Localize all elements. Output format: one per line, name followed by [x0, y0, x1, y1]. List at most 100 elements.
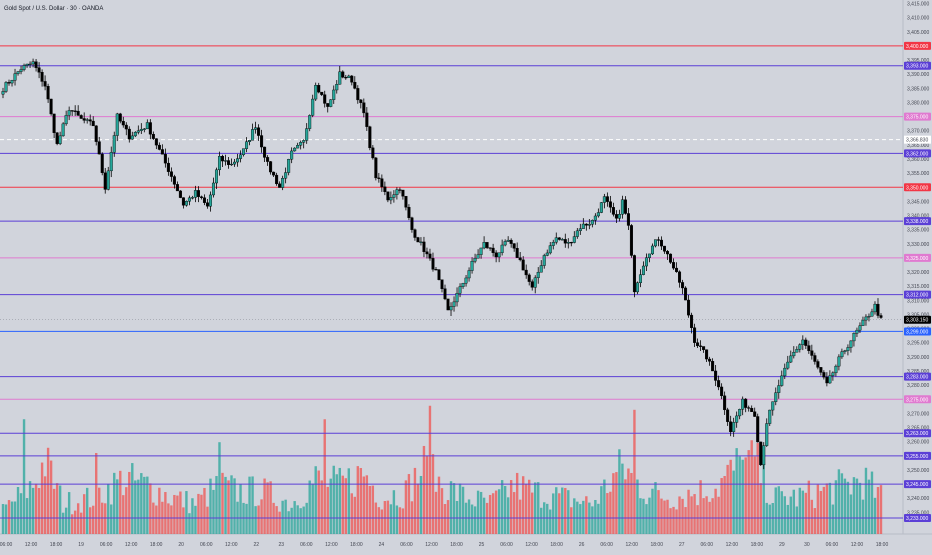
time-tick-label: 22 — [254, 542, 260, 548]
volume-bar — [681, 498, 684, 534]
volume-bar — [437, 476, 441, 534]
candle-body — [151, 133, 155, 139]
volume-bar — [786, 504, 789, 534]
level-price-badge[interactable]: 3,233.000 — [904, 514, 931, 523]
time-tick-label: 12:00 — [851, 542, 864, 548]
time-tick-label: 19 — [78, 542, 84, 548]
level-price-badge[interactable]: 3,283.000 — [904, 372, 931, 381]
candle-body — [160, 149, 164, 155]
volume-bar — [7, 500, 11, 534]
candle — [687, 294, 691, 318]
volume-bar — [347, 468, 350, 534]
candle — [467, 267, 471, 282]
level-price-badge[interactable]: 3,325.000 — [904, 253, 931, 262]
volume-bar — [128, 471, 131, 534]
candle-body — [684, 287, 688, 301]
candle — [16, 71, 20, 76]
candle-body — [58, 135, 62, 144]
candle — [765, 418, 769, 447]
candle — [347, 74, 351, 78]
time-tick-label: 18:00 — [650, 542, 663, 548]
candle — [536, 267, 540, 284]
candle — [82, 112, 86, 124]
candle — [323, 90, 327, 108]
level-price-badge[interactable]: 3,362.000 — [904, 149, 931, 158]
candle — [320, 91, 324, 97]
price-axis[interactable]: 3,415.000 3,410.000 3,405.000 3,400.000 3,39… — [904, 2, 931, 523]
volume-bar — [269, 481, 272, 534]
time-axis[interactable]: 06:00 12:00 18:00 19 06:00 12:00 18:00 20 06:00 1… — [0, 542, 888, 548]
level-price-badge[interactable]: 3,275.000 — [904, 395, 931, 404]
level-price-badge[interactable]: 3,255.000 — [904, 451, 931, 460]
candle-body — [735, 415, 739, 423]
volume-bar — [669, 508, 672, 534]
level-price-badge[interactable]: 3,299.000 — [904, 327, 931, 336]
candle-body — [605, 196, 609, 202]
candle — [73, 105, 77, 116]
volume-bar — [251, 476, 254, 534]
level-price-badge-text: 3,350.000 — [906, 185, 928, 191]
candle — [870, 308, 874, 317]
volume-bar — [846, 481, 850, 534]
level-price-badge[interactable]: 3,338.000 — [904, 217, 931, 226]
volume-bar — [52, 488, 56, 534]
candle — [329, 99, 333, 108]
time-tick-label: 12:00 — [625, 542, 638, 548]
volume-bar — [753, 456, 756, 534]
candle — [572, 231, 576, 244]
level-price-badge[interactable]: 3,312.000 — [904, 290, 931, 299]
price-tick-label: 3,365.000 — [907, 143, 929, 149]
volume-bar — [509, 480, 513, 534]
candle — [470, 257, 474, 274]
volume-bar — [461, 486, 465, 534]
level-price-badge[interactable]: 3,375.000 — [904, 112, 931, 121]
candle-body — [106, 170, 110, 190]
candle-body — [720, 386, 724, 397]
candle-body — [239, 154, 243, 159]
level-price-badge[interactable]: 3,393.000 — [904, 61, 931, 70]
candle-body — [251, 129, 255, 141]
candle — [485, 242, 489, 249]
level-price-badge[interactable]: 3,400.000 — [904, 41, 931, 50]
candle — [190, 195, 194, 200]
candle — [846, 344, 850, 356]
candle-body — [708, 358, 712, 362]
dashed-level-badge[interactable]: 3,366.830 — [904, 135, 931, 144]
candle — [753, 407, 757, 417]
candle-body — [169, 171, 173, 177]
candle — [377, 172, 381, 183]
candle-body — [666, 251, 670, 255]
time-tick-label: 06:00 — [600, 542, 613, 548]
volume-bar — [46, 447, 50, 534]
candle — [25, 63, 29, 68]
candle-body — [551, 242, 555, 246]
candle-body — [641, 265, 645, 275]
current-price-badge[interactable]: 3,303.150 — [904, 315, 931, 324]
candle-body — [67, 110, 71, 116]
volume-bar — [837, 469, 841, 534]
volume-bar — [867, 479, 871, 534]
candle — [217, 151, 221, 176]
candle-body — [479, 247, 483, 255]
volume-bar — [606, 493, 609, 534]
volume-bar — [500, 480, 504, 534]
level-price-badge[interactable]: 3,350.000 — [904, 183, 931, 192]
candle — [380, 174, 384, 192]
candle-body — [672, 262, 676, 269]
level-price-badge[interactable]: 3,245.000 — [904, 480, 931, 489]
volume-bar — [567, 490, 570, 534]
level-price-badge[interactable]: 3,263.000 — [904, 429, 931, 438]
candle — [335, 80, 339, 94]
volume-bar — [227, 480, 230, 534]
candle-body — [500, 244, 504, 253]
candle-body — [458, 286, 462, 294]
volume-bar — [801, 490, 805, 534]
candle-body — [139, 129, 143, 131]
candle-body — [148, 122, 152, 135]
candle — [7, 79, 11, 86]
level-price-badge-text: 3,375.000 — [906, 115, 928, 121]
candle-body — [828, 375, 832, 384]
candle-body — [314, 85, 318, 100]
candle-body — [205, 202, 209, 207]
